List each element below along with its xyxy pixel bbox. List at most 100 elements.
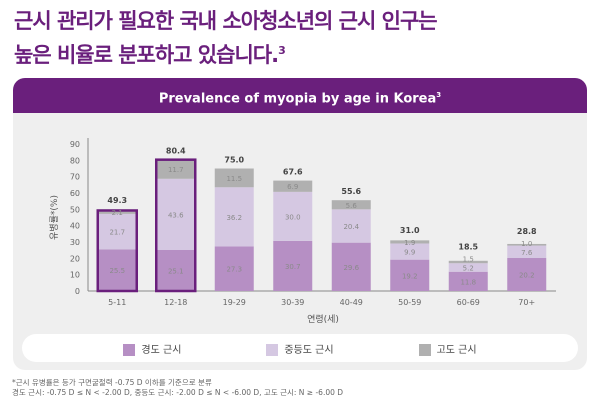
footnote-2: 경도 근시: -0.75 D ≤ N < -2.00 D, 중등도 근시: -2… xyxy=(12,388,344,397)
x-tick-label: 50-59 xyxy=(398,298,421,307)
stacked-bar-chart: 0 10 20 30 40 50 60 70 80 90 유병률*(%) 연령(세) 25.5 21.7 2… xyxy=(49,138,556,325)
data-label: 19.2 xyxy=(402,272,418,280)
y-tick-label: 40 xyxy=(70,222,80,231)
heading-line-2: 높은 비율로 분포하고 있습니다. xyxy=(14,43,279,67)
data-label: 43.6 xyxy=(168,211,184,219)
bar-segment-mild xyxy=(448,271,488,291)
bar-segment-high xyxy=(97,210,137,214)
legend-label: 고도 근시 xyxy=(436,344,477,356)
data-label: 20.4 xyxy=(343,223,359,231)
data-label: 11.8 xyxy=(460,278,476,286)
bar-segment-moderate xyxy=(156,178,196,251)
legend: 경도 근시 중등도 근시 고도 근시 xyxy=(22,334,578,362)
legend-swatch xyxy=(123,343,136,356)
x-tick-label: 40-49 xyxy=(340,298,363,307)
total-label: 80.4 xyxy=(166,147,186,156)
data-label: 27.3 xyxy=(226,266,242,274)
total-label: 18.5 xyxy=(458,242,478,251)
bar-segment-high xyxy=(507,243,547,246)
data-label: 9.9 xyxy=(404,249,415,257)
total-label: 49.3 xyxy=(107,196,127,205)
bar-segment-moderate xyxy=(331,209,371,243)
footnotes: *근시 유병률은 등가 구면굴절력 -0.75 D 이하를 기준으로 분류 경도… xyxy=(12,378,343,398)
x-axis-label: 연령(세) xyxy=(307,313,339,325)
data-label: 25.5 xyxy=(109,267,125,275)
footnote-1: *근시 유병률은 등가 구면굴절력 -0.75 D 이하를 기준으로 분류 xyxy=(12,378,212,387)
bar-segment-mild xyxy=(331,242,371,291)
legend-label: 경도 근시 xyxy=(141,344,182,356)
data-label: 36.2 xyxy=(226,214,242,222)
legend-item-mild: 경도 근시 xyxy=(123,341,181,356)
legend-label: 중등도 근시 xyxy=(284,344,334,356)
legend-item-moderate: 중등도 근시 xyxy=(266,341,334,356)
bar-segment-mild xyxy=(214,246,254,291)
data-label: 5.6 xyxy=(346,202,358,210)
heading-ref: 3 xyxy=(278,44,286,57)
data-label: 30.0 xyxy=(285,213,301,221)
y-tick-label: 0 xyxy=(75,287,80,296)
data-label: 20.2 xyxy=(519,272,535,280)
total-label: 67.6 xyxy=(283,168,303,177)
bar-segment-high xyxy=(214,168,254,188)
data-label: 25.1 xyxy=(168,268,184,276)
legend-swatch xyxy=(266,343,279,356)
data-label: 1.5 xyxy=(463,255,474,263)
highlight-outline xyxy=(155,158,197,293)
x-tick-label: 5-11 xyxy=(108,298,126,307)
bar-segment-mild xyxy=(390,259,430,291)
x-tick-label: 60-69 xyxy=(457,298,480,307)
data-label: 7.6 xyxy=(521,249,533,257)
bar-segment-moderate xyxy=(390,243,430,260)
x-tick-label: 70+ xyxy=(518,298,535,307)
y-tick-label: 20 xyxy=(70,254,80,263)
bar-segment-moderate xyxy=(214,187,254,247)
chart-title-ref: 3 xyxy=(436,91,442,99)
bar-segment-moderate xyxy=(448,263,488,272)
y-tick-label: 70 xyxy=(70,173,80,182)
x-tick-label: 30-39 xyxy=(281,298,304,307)
data-label: 2.1 xyxy=(112,209,123,217)
data-label: 11.5 xyxy=(226,175,242,183)
total-label: 31.0 xyxy=(400,226,420,235)
heading-line-2-wrap: 높은 비율로 분포하고 있습니다.3 xyxy=(14,36,437,70)
bar-segment-high xyxy=(331,200,371,210)
bar-segment-moderate xyxy=(273,191,313,241)
data-label: 30.7 xyxy=(285,263,301,271)
total-label: 28.8 xyxy=(517,227,537,236)
bar-segment-mild xyxy=(273,240,313,291)
y-tick-label: 50 xyxy=(70,205,80,214)
y-tick-label: 60 xyxy=(70,189,80,198)
total-label: 55.6 xyxy=(341,187,361,196)
bar-segment-mild xyxy=(507,258,547,291)
chart-title: Prevalence of myopia by age in Korea3 xyxy=(13,78,587,113)
y-tick-label: 80 xyxy=(70,156,80,165)
bar-segment-high xyxy=(273,180,313,192)
bar-segment-high xyxy=(156,159,196,179)
chart-title-text: Prevalence of myopia by age in Korea xyxy=(158,91,437,107)
chart-card: Prevalence of myopia by age in Korea3 0 1… xyxy=(13,78,587,370)
y-tick-label: 30 xyxy=(70,238,80,247)
data-label: 29.6 xyxy=(343,264,359,272)
x-tick-label: 19-29 xyxy=(223,298,246,307)
bar-segment-moderate xyxy=(507,245,547,259)
bar-segment-moderate xyxy=(97,213,137,250)
page-heading: 근시 관리가 필요한 국내 소아청소년의 근시 인구는 높은 비율로 분포하고 … xyxy=(14,6,438,70)
y-axis-label: 유병률*(%) xyxy=(49,195,60,240)
y-tick-label: 10 xyxy=(70,271,80,280)
data-label: 6.9 xyxy=(287,183,298,191)
legend-item-high: 고도 근시 xyxy=(418,341,477,356)
x-tick-label: 12-18 xyxy=(164,298,187,307)
data-label: 1.0 xyxy=(521,240,532,248)
heading-line-1: 근시 관리가 필요한 국내 소아청소년의 근시 인구는 xyxy=(14,9,438,33)
data-label: 1.9 xyxy=(404,239,415,247)
bar-segment-mild xyxy=(97,249,137,291)
legend-swatch xyxy=(418,343,431,356)
bar-segment-high xyxy=(390,240,430,244)
total-label: 75.0 xyxy=(224,156,244,165)
y-tick-label: 90 xyxy=(70,140,80,149)
data-label: 5.2 xyxy=(463,264,474,272)
bar-segment-high xyxy=(448,260,488,264)
bar-segment-mild xyxy=(156,250,196,291)
data-label: 11.7 xyxy=(168,166,184,174)
highlight-outline xyxy=(96,209,138,293)
